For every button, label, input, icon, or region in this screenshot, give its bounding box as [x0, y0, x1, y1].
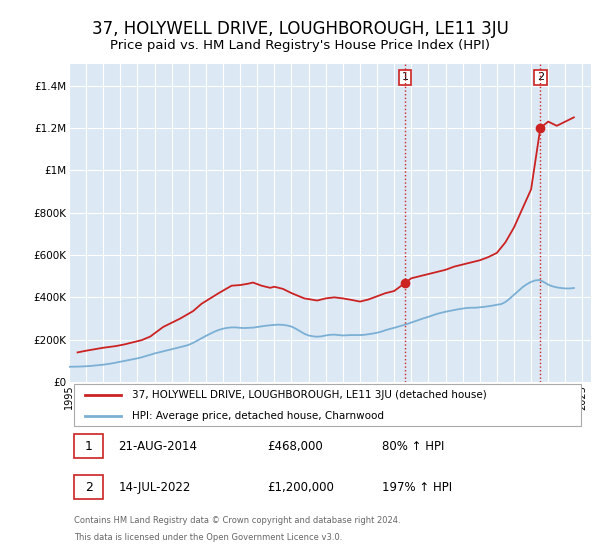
Text: 37, HOLYWELL DRIVE, LOUGHBOROUGH, LE11 3JU (detached house): 37, HOLYWELL DRIVE, LOUGHBOROUGH, LE11 3…	[131, 390, 487, 399]
Text: 2: 2	[537, 72, 544, 82]
Text: £468,000: £468,000	[268, 440, 323, 452]
Text: 197% ↑ HPI: 197% ↑ HPI	[382, 480, 452, 494]
FancyBboxPatch shape	[74, 384, 581, 426]
Text: 1: 1	[85, 440, 92, 452]
Text: 14-JUL-2022: 14-JUL-2022	[119, 480, 191, 494]
Text: Contains HM Land Registry data © Crown copyright and database right 2024.: Contains HM Land Registry data © Crown c…	[74, 516, 401, 525]
Text: 1: 1	[401, 72, 409, 82]
Text: Price paid vs. HM Land Registry's House Price Index (HPI): Price paid vs. HM Land Registry's House …	[110, 39, 490, 52]
Text: 21-AUG-2014: 21-AUG-2014	[119, 440, 197, 452]
Text: 80% ↑ HPI: 80% ↑ HPI	[382, 440, 445, 452]
FancyBboxPatch shape	[74, 475, 103, 500]
Text: This data is licensed under the Open Government Licence v3.0.: This data is licensed under the Open Gov…	[74, 534, 343, 543]
Text: 37, HOLYWELL DRIVE, LOUGHBOROUGH, LE11 3JU: 37, HOLYWELL DRIVE, LOUGHBOROUGH, LE11 3…	[92, 20, 508, 38]
Text: HPI: Average price, detached house, Charnwood: HPI: Average price, detached house, Char…	[131, 410, 383, 421]
Text: £1,200,000: £1,200,000	[268, 480, 334, 494]
FancyBboxPatch shape	[74, 434, 103, 459]
Text: 2: 2	[85, 480, 92, 494]
